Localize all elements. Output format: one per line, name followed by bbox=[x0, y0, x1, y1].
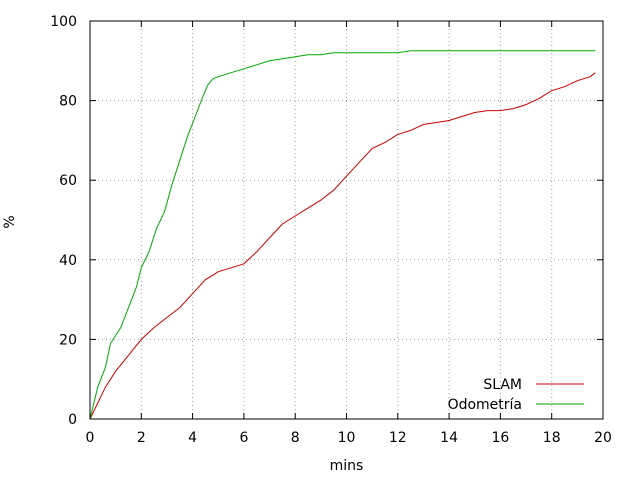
x-axis-label: mins bbox=[330, 458, 364, 474]
y-tick-label: 60 bbox=[59, 173, 77, 189]
x-tick-label: 0 bbox=[86, 430, 95, 446]
y-tick-label: 20 bbox=[59, 332, 77, 348]
x-tick-label: 18 bbox=[543, 430, 561, 446]
y-tick-label: 0 bbox=[68, 412, 77, 428]
y-tick-labels: 0 20 40 60 80 100 bbox=[50, 14, 77, 428]
y-axis-label: % bbox=[2, 215, 18, 228]
x-tick-label: 6 bbox=[239, 430, 248, 446]
grid bbox=[90, 21, 603, 419]
x-tick-label: 4 bbox=[188, 430, 197, 446]
x-tick-label: 12 bbox=[389, 430, 407, 446]
axis-ticks bbox=[89, 20, 604, 420]
series-line-1 bbox=[89, 72, 596, 420]
x-tick-label: 8 bbox=[291, 430, 300, 446]
x-tick-label: 16 bbox=[491, 430, 509, 446]
y-tick-label: 80 bbox=[59, 94, 77, 110]
series-line-2 bbox=[89, 50, 596, 420]
x-tick-label: 10 bbox=[338, 430, 356, 446]
plot-frame bbox=[89, 20, 604, 420]
y-tick-label: 40 bbox=[59, 253, 77, 269]
y-tick-label: 100 bbox=[50, 14, 77, 30]
legend: SLAM Odometría bbox=[448, 377, 584, 413]
x-tick-label: 2 bbox=[137, 430, 146, 446]
x-tick-label: 20 bbox=[594, 430, 612, 446]
series bbox=[89, 50, 596, 420]
x-tick-label: 14 bbox=[440, 430, 458, 446]
legend-label: Odometría bbox=[448, 397, 522, 413]
legend-label: SLAM bbox=[483, 377, 522, 393]
x-tick-labels: 0 2 4 6 8 10 12 14 16 18 20 bbox=[86, 430, 612, 446]
